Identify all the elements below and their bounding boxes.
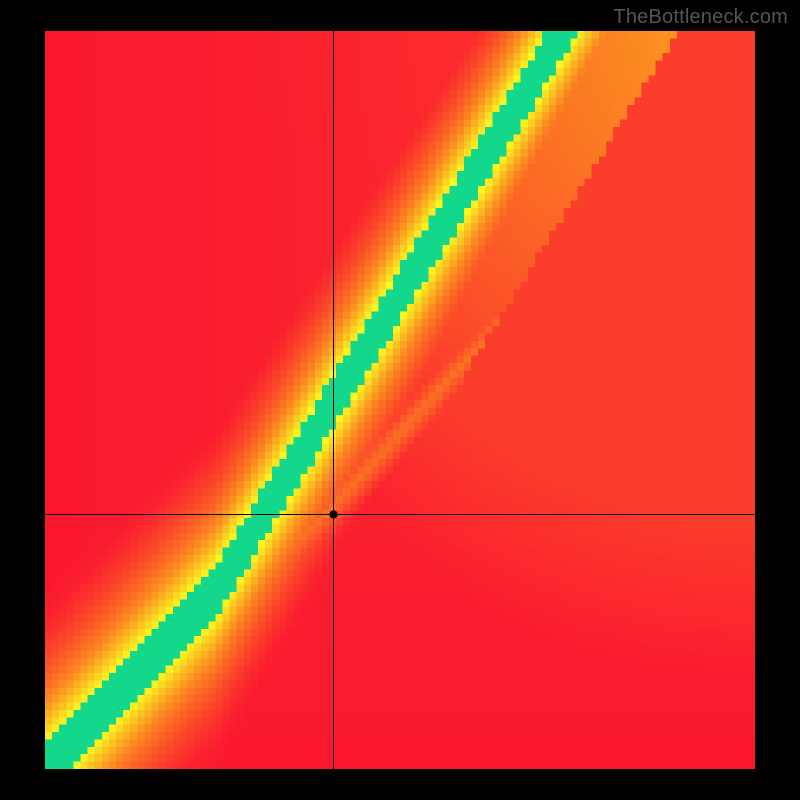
chart-container: { "attribution_text": "TheBottleneck.com… (0, 0, 800, 800)
attribution-text: TheBottleneck.com (613, 6, 788, 29)
crosshair-overlay (45, 31, 755, 769)
